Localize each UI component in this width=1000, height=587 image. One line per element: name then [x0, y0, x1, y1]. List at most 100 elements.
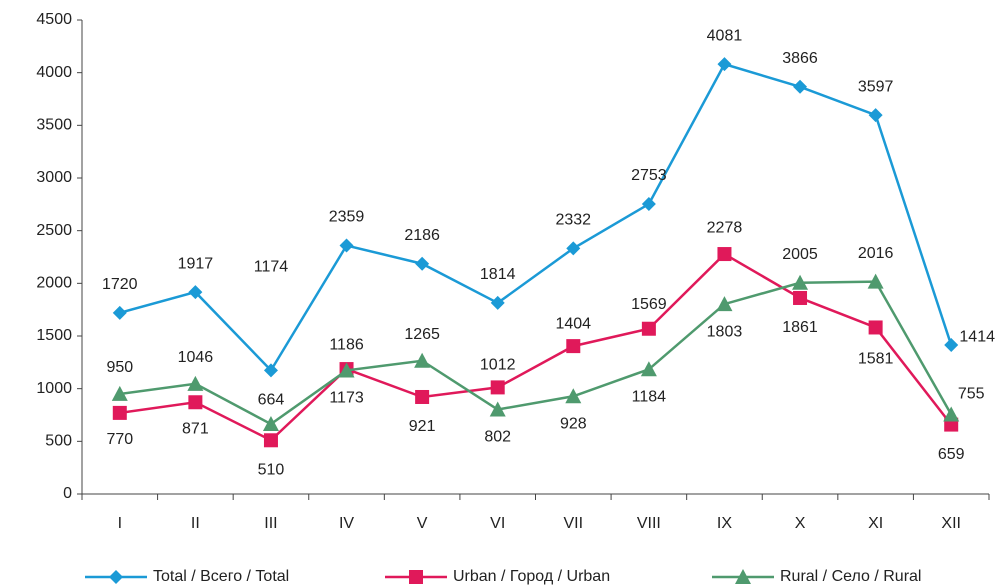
marker — [489, 401, 506, 417]
data-label: 802 — [484, 429, 511, 446]
x-tick-label: VIII — [637, 515, 661, 532]
data-label: 950 — [106, 359, 133, 376]
data-label: 2359 — [329, 209, 365, 226]
y-tick-label: 4000 — [36, 64, 72, 81]
marker — [868, 108, 883, 123]
marker — [717, 57, 732, 72]
data-label: 1404 — [555, 315, 591, 332]
data-label: 1046 — [178, 349, 214, 366]
marker — [188, 395, 203, 410]
data-label: 921 — [409, 418, 436, 435]
data-label: 1174 — [254, 259, 289, 276]
marker — [641, 321, 656, 336]
marker — [793, 79, 808, 94]
data-label: 928 — [560, 415, 587, 432]
data-label: 1720 — [102, 276, 138, 293]
marker — [338, 362, 355, 378]
marker — [187, 375, 204, 391]
legend-label: Total / Всего / Total — [153, 568, 289, 585]
marker — [716, 296, 733, 312]
marker — [415, 389, 430, 404]
y-tick-label: 4500 — [36, 11, 72, 28]
marker — [792, 274, 809, 290]
data-label: 1186 — [329, 336, 364, 353]
marker — [566, 339, 581, 354]
marker — [490, 295, 505, 310]
x-tick-label: IX — [717, 515, 732, 532]
x-tick-label: X — [795, 515, 806, 532]
x-tick-label: XII — [941, 515, 961, 532]
marker — [415, 256, 430, 271]
data-label: 871 — [182, 420, 209, 437]
marker — [409, 570, 423, 584]
data-label: 1917 — [178, 255, 214, 272]
x-tick-label: IV — [339, 515, 354, 532]
marker — [112, 405, 127, 420]
marker — [263, 363, 278, 378]
marker — [717, 247, 732, 262]
x-tick-label: XI — [868, 515, 883, 532]
marker — [565, 388, 582, 404]
data-label: 659 — [938, 446, 965, 463]
marker — [111, 385, 128, 401]
data-label: 1569 — [631, 296, 667, 313]
marker — [641, 197, 656, 212]
data-label: 1173 — [329, 390, 364, 407]
marker — [188, 285, 203, 300]
data-label: 4081 — [707, 27, 743, 44]
data-label: 1814 — [480, 266, 516, 283]
x-tick-label: III — [264, 515, 277, 532]
data-label: 1265 — [404, 326, 440, 343]
series-line — [119, 252, 953, 442]
data-label: 2332 — [555, 212, 591, 229]
marker — [490, 380, 505, 395]
data-label: 2016 — [858, 245, 894, 262]
marker — [263, 433, 278, 448]
data-label: 510 — [258, 461, 285, 478]
marker — [640, 361, 657, 377]
x-tick-label: V — [417, 515, 428, 532]
y-tick-label: 2500 — [36, 222, 72, 239]
y-tick-label: 3000 — [36, 169, 72, 186]
data-label: 3866 — [782, 50, 818, 67]
x-tick-label: VII — [564, 515, 584, 532]
data-label: 664 — [258, 391, 285, 408]
x-tick-label: II — [191, 515, 200, 532]
y-tick-label: 1500 — [36, 327, 72, 344]
marker — [414, 352, 431, 368]
series-line — [119, 280, 953, 426]
data-label: 2186 — [404, 227, 440, 244]
data-label: 1414 — [959, 328, 995, 345]
data-label: 2005 — [782, 246, 818, 263]
y-tick-label: 3500 — [36, 117, 72, 134]
y-tick-label: 500 — [45, 433, 72, 450]
marker — [943, 406, 960, 422]
legend-label: Rural / Село / Rural — [780, 568, 921, 585]
data-label: 2753 — [631, 167, 667, 184]
x-tick-label: VI — [490, 515, 505, 532]
marker — [109, 570, 123, 584]
marker — [867, 273, 884, 289]
marker — [262, 416, 279, 432]
data-label: 770 — [106, 431, 133, 448]
y-tick-label: 1000 — [36, 380, 72, 397]
data-label: 3597 — [858, 78, 894, 95]
data-label: 1012 — [480, 357, 516, 374]
data-label: 1861 — [782, 319, 818, 336]
marker — [735, 569, 751, 584]
data-label: 755 — [958, 386, 985, 403]
y-tick-label: 0 — [63, 485, 72, 502]
data-label: 1581 — [858, 351, 894, 368]
data-label: 2278 — [707, 219, 743, 236]
marker — [112, 305, 127, 320]
y-tick-label: 2000 — [36, 275, 72, 292]
marker — [339, 238, 354, 253]
marker — [944, 338, 959, 353]
marker — [793, 290, 808, 305]
legend-label: Urban / Город / Urban — [453, 568, 610, 585]
x-tick-label: I — [118, 515, 122, 532]
marker — [566, 241, 581, 256]
marker — [868, 320, 883, 335]
